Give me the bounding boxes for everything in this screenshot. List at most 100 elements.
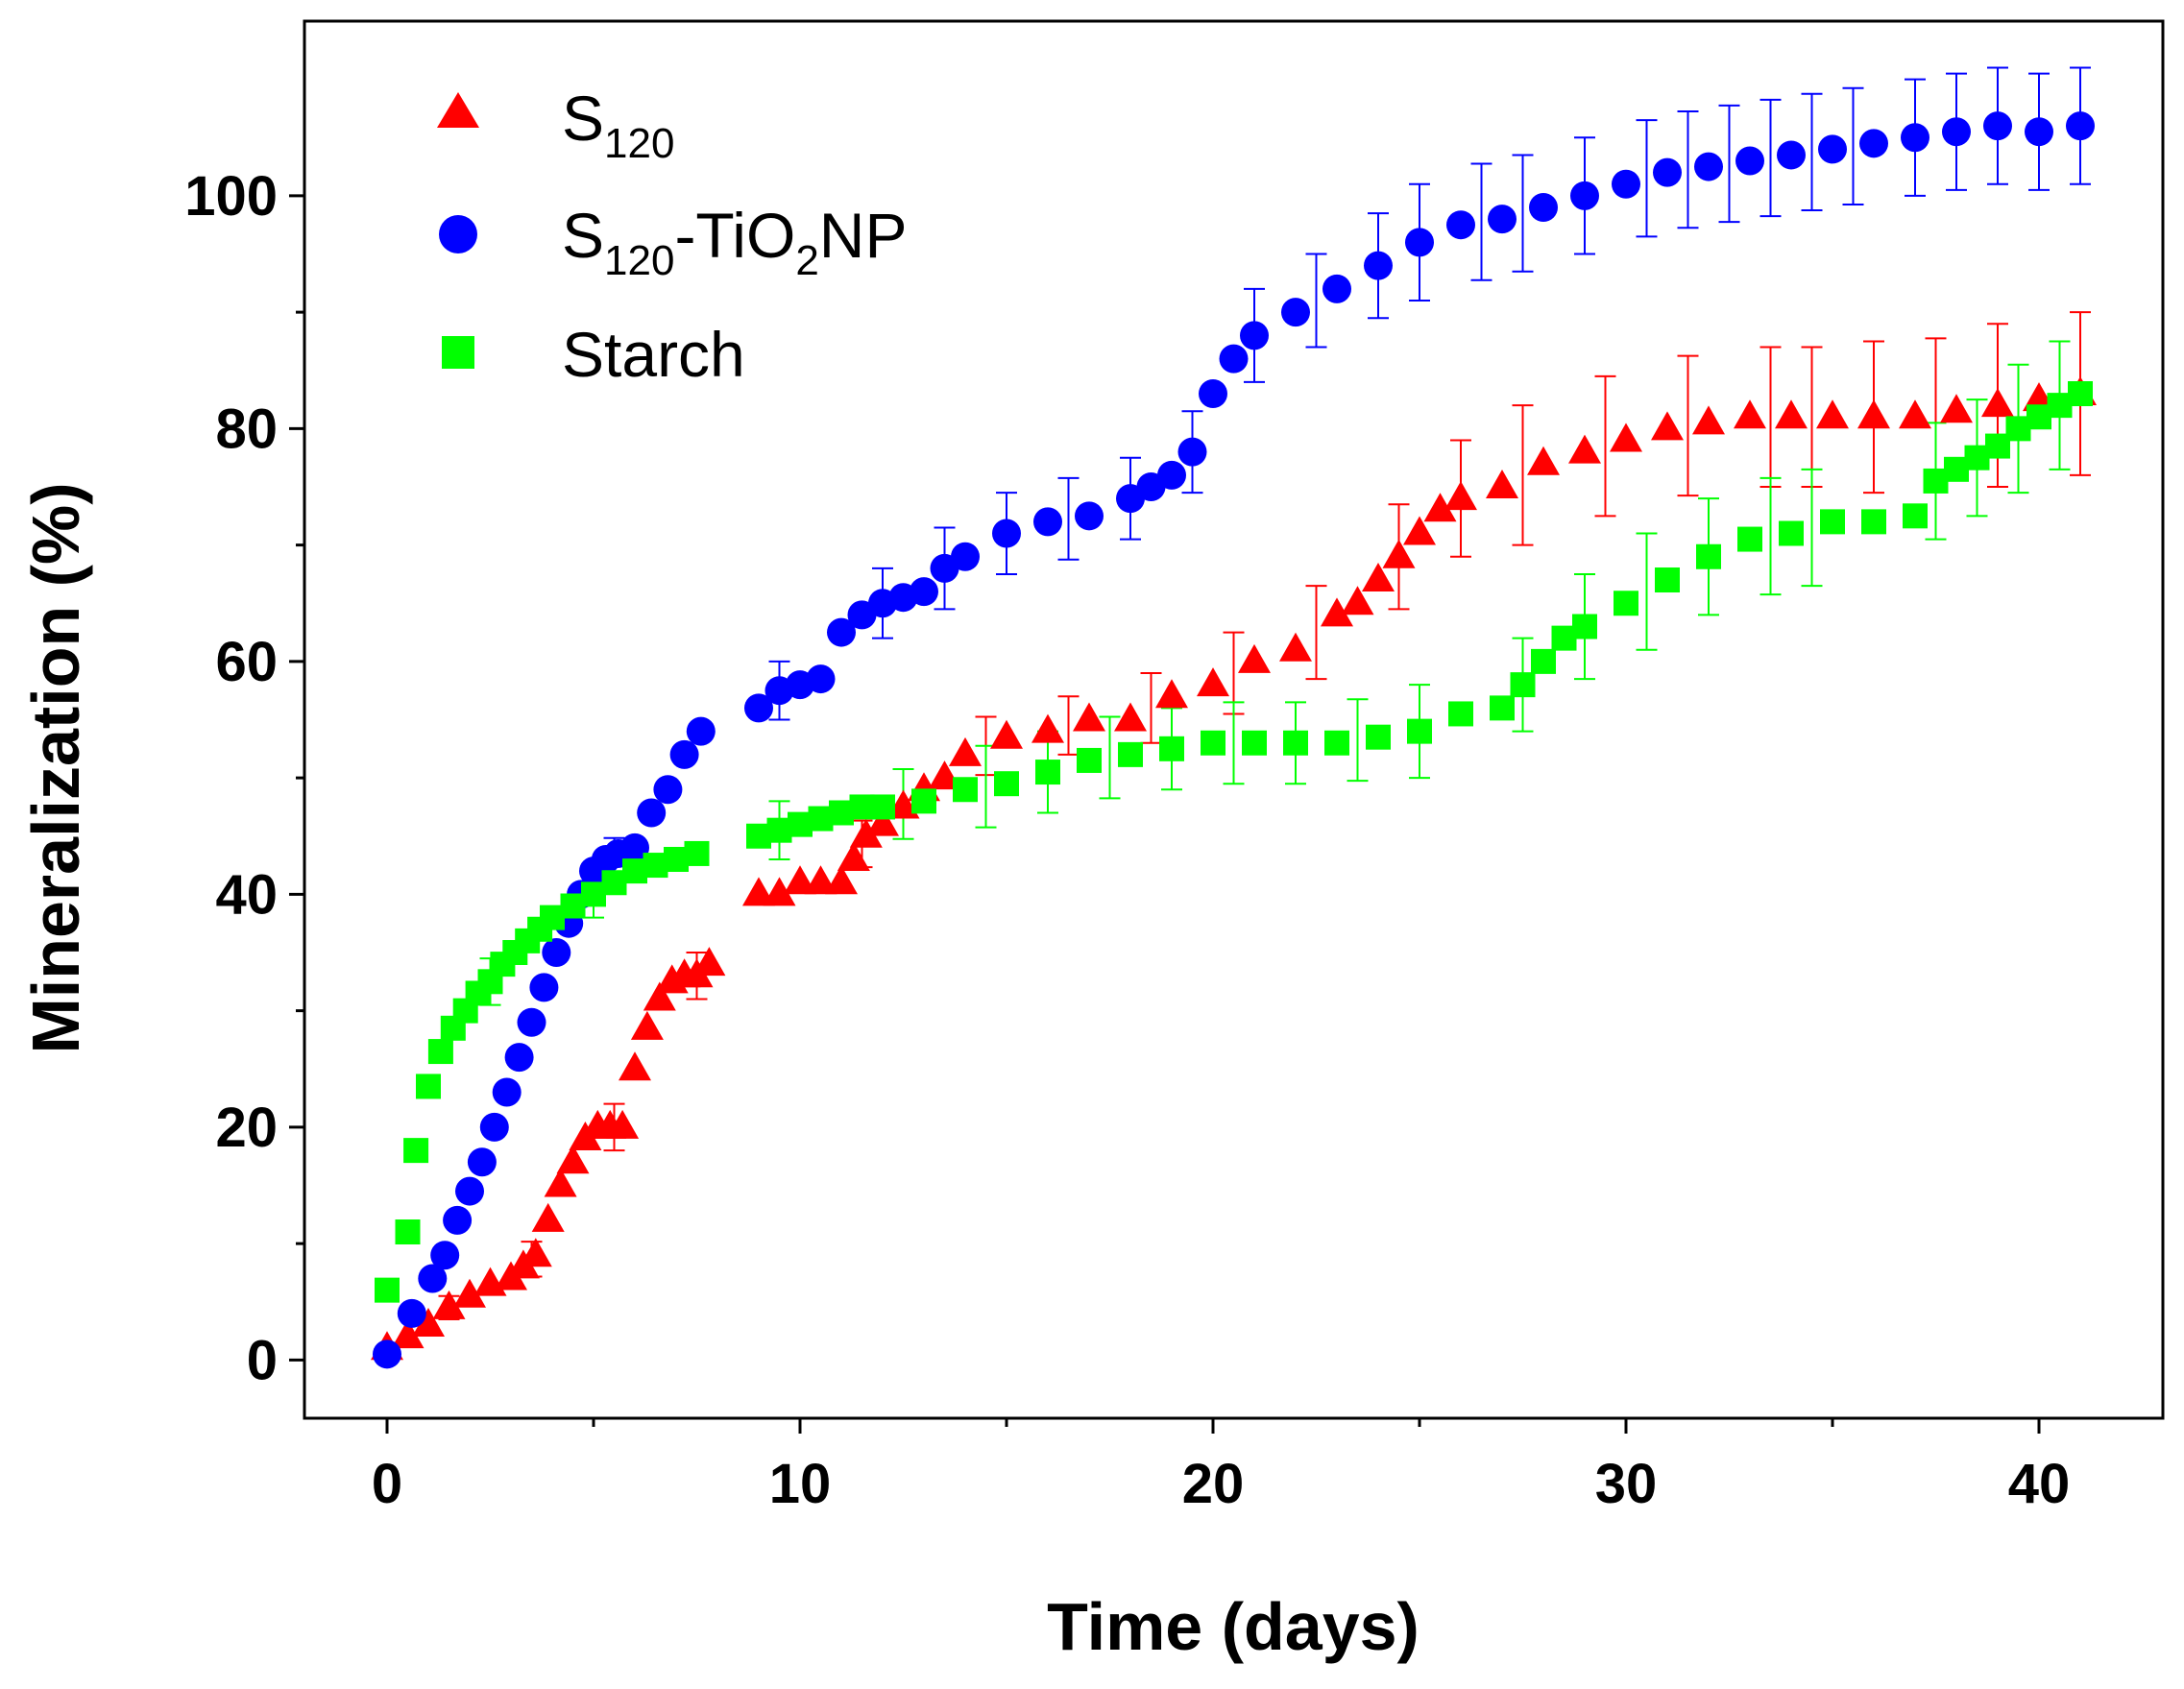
- legend-marker-s120: [437, 92, 479, 128]
- data-point-s120-tio2np: [1901, 123, 1929, 153]
- data-point-s120: [1775, 399, 1808, 429]
- data-point-s120: [784, 865, 816, 895]
- x-axis-ticks: 0 10 20 30 40: [372, 1418, 2070, 1515]
- data-point-s120-tio2np: [1570, 181, 1599, 210]
- data-point-s120-tio2np: [479, 1112, 509, 1142]
- axes: [303, 19, 2165, 1420]
- x-tick-label: 0: [372, 1453, 402, 1515]
- error-bar-s120: [1677, 354, 1699, 497]
- data-point-starch: [1696, 543, 1721, 569]
- data-point-s120-tio2np: [637, 798, 667, 828]
- y-tick-label: 40: [215, 863, 278, 926]
- data-point-s120-tio2np: [492, 1077, 522, 1107]
- x-axis-title: Time (days): [1047, 1589, 1420, 1664]
- error-bar-s120: [1801, 346, 1823, 488]
- legend-marker-s120-tio2np: [439, 215, 477, 253]
- data-point-s120-tio2np: [686, 716, 716, 746]
- data-point-s120-tio2np: [397, 1298, 426, 1328]
- data-point-s120: [519, 1238, 552, 1267]
- error-bar-s120-tio2np: [1512, 154, 1534, 273]
- data-point-s120: [825, 865, 858, 895]
- error-bar-s120-tio2np: [1057, 476, 1080, 561]
- error-bar-s120-tio2np: [1759, 98, 1782, 218]
- data-point-starch: [684, 840, 710, 866]
- data-point-s120-tio2np: [2066, 111, 2095, 141]
- data-point-s120-tio2np: [1405, 228, 1434, 257]
- error-bar-starch: [1099, 715, 1121, 800]
- data-point-starch: [1490, 695, 1515, 721]
- data-point-s120: [692, 947, 726, 977]
- data-point-starch: [870, 794, 895, 820]
- data-point-s120-tio2np: [1219, 344, 1249, 374]
- data-point-s120: [1444, 481, 1477, 511]
- data-point-s120: [1940, 394, 1973, 423]
- data-point-s120: [1610, 422, 1642, 452]
- data-point-s120-tio2np: [1240, 321, 1269, 350]
- data-point-s120: [1403, 516, 1436, 545]
- data-point-s120-tio2np: [653, 775, 683, 805]
- data-point-s120: [949, 736, 982, 766]
- error-bar-starch: [1223, 701, 1245, 785]
- data-point-s120: [1857, 399, 1890, 429]
- x-tick-label: 30: [1595, 1453, 1658, 1515]
- data-point-s120-tio2np: [1529, 193, 1558, 222]
- data-point-s120-tio2np: [1694, 152, 1723, 181]
- data-point-starch: [1077, 747, 1102, 773]
- data-point-s120: [643, 981, 676, 1011]
- data-point-s120: [606, 1109, 640, 1139]
- data-point-s120-tio2np: [542, 938, 571, 967]
- data-point-starch: [1614, 591, 1638, 616]
- data-point-s120-tio2np: [910, 577, 938, 607]
- error-bar-s120: [1759, 346, 1782, 488]
- data-point-s120-tio2np: [669, 739, 699, 769]
- legend-label-s120: S120: [562, 83, 674, 167]
- data-point-s120: [1073, 702, 1105, 732]
- data-point-s120: [990, 719, 1023, 749]
- y-tick-label: 80: [215, 398, 278, 460]
- data-point-s120-tio2np: [373, 1339, 401, 1369]
- data-point-s120: [630, 1010, 664, 1040]
- data-point-s120-tio2np: [951, 542, 980, 571]
- data-point-starch: [395, 1219, 421, 1244]
- error-bar-s120: [1512, 404, 1534, 546]
- data-point-s120-tio2np: [827, 617, 856, 647]
- data-point-starch: [1655, 567, 1680, 592]
- x-tick-label: 10: [769, 1453, 832, 1515]
- data-point-starch: [427, 1039, 453, 1065]
- y-tick-label: 20: [215, 1097, 278, 1159]
- data-point-starch: [1407, 718, 1432, 744]
- data-point-s120-tio2np: [1075, 501, 1104, 531]
- data-point-s120-tio2np: [1177, 437, 1207, 467]
- error-bar-s120-tio2np: [1305, 253, 1327, 349]
- data-point-s120-tio2np: [1364, 251, 1393, 280]
- data-point-s120: [544, 1168, 577, 1197]
- data-point-s120-tio2np: [1199, 379, 1227, 408]
- data-point-s120: [1321, 597, 1353, 627]
- plot-frame: [303, 19, 2165, 1420]
- data-point-starch: [1820, 509, 1845, 535]
- data-point-s120-tio2np: [517, 1007, 546, 1037]
- error-bar-s120: [1140, 672, 1162, 744]
- x-tick-label: 20: [1182, 1453, 1245, 1515]
- error-bar-starch: [1759, 476, 1782, 596]
- data-point-s120: [1651, 411, 1684, 441]
- data-point-starch: [2068, 381, 2093, 406]
- error-bar-s120-tio2np: [1801, 92, 1823, 212]
- data-point-s120: [1486, 470, 1518, 498]
- data-point-s120: [1197, 667, 1229, 697]
- data-point-s120-tio2np: [1323, 274, 1351, 303]
- error-bar-s120-tio2np: [1636, 119, 1658, 238]
- x-tick-label: 40: [2008, 1453, 2071, 1515]
- error-bar-starch: [1636, 532, 1658, 651]
- error-bar-s120: [1594, 374, 1616, 518]
- error-bar-starch: [1347, 698, 1369, 783]
- data-point-s120: [1279, 632, 1312, 662]
- error-bar-s120-tio2np: [1677, 109, 1699, 229]
- data-point-s120: [1341, 586, 1374, 615]
- error-bar-s120-tio2np: [1842, 86, 1864, 205]
- data-point-s120: [1362, 563, 1395, 591]
- data-point-s120: [1114, 702, 1147, 732]
- error-bar-s120-tio2np: [1718, 104, 1740, 224]
- data-point-starch: [416, 1074, 441, 1099]
- data-point-starch: [1283, 730, 1308, 756]
